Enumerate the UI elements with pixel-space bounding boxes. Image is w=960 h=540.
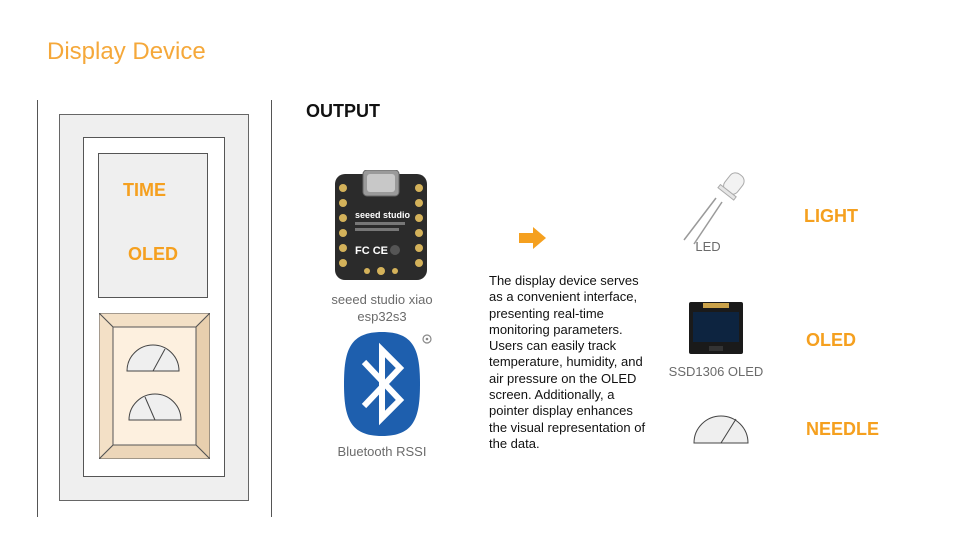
output-heading: OUTPUT (306, 101, 380, 121)
led-caption: LED (695, 239, 721, 254)
board-cert-text: FC CE (355, 245, 388, 257)
oled-area-label: OLED (128, 244, 179, 264)
oled-module-image (689, 302, 743, 354)
bluetooth-icon (344, 332, 432, 436)
needle-gauge-icon (693, 415, 749, 444)
page-title: Display Device (47, 38, 206, 65)
gauge-top-icon (126, 344, 180, 372)
xiao-caption-line1: seeed studio xiao (331, 292, 433, 307)
light-label: LIGHT (804, 206, 858, 226)
gauge-panel (99, 313, 210, 459)
needle-label: NEEDLE (806, 419, 880, 439)
led-image (683, 172, 745, 245)
xiao-caption: seeed studio xiao esp32s3 (318, 291, 446, 325)
xiao-caption-line2: esp32s3 (357, 309, 407, 324)
xiao-board-image: seeed studio FC CE (335, 170, 427, 280)
bluetooth-caption: Bluetooth RSSI (337, 444, 427, 459)
oled-output-label: OLED (806, 330, 857, 350)
gauge-bottom-icon (128, 393, 182, 421)
oled-caption: SSD1306 OLED (668, 364, 764, 379)
time-label: TIME (123, 180, 166, 200)
oled-screen-area (98, 153, 208, 298)
board-brand-text: seeed studio (355, 210, 411, 220)
right-divider (271, 100, 272, 517)
left-divider (37, 100, 38, 517)
description-text: The display device serves as a convenien… (489, 273, 646, 451)
arrow-right-icon (519, 227, 546, 249)
